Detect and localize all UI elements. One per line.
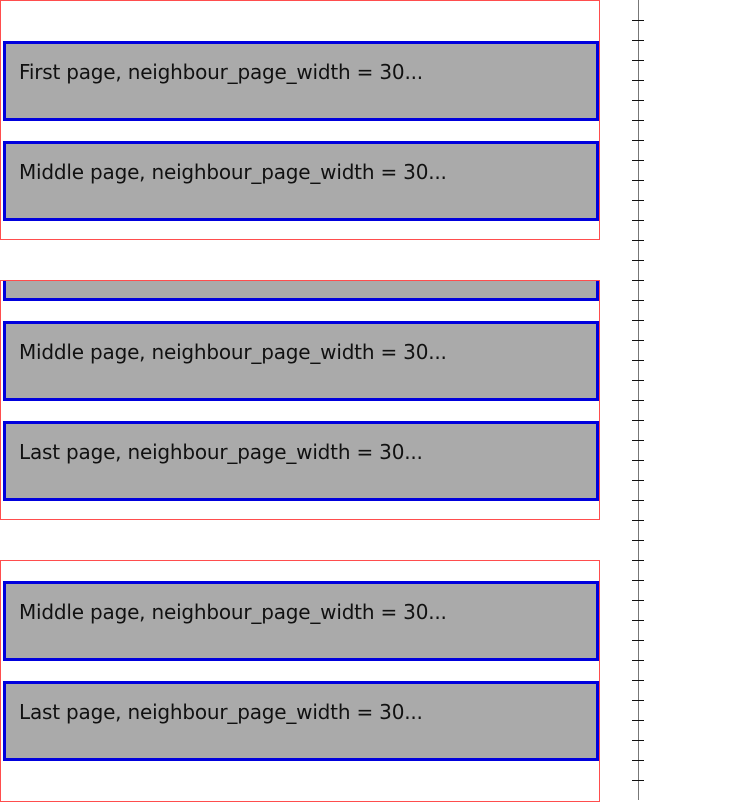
ruler-tick — [632, 300, 644, 301]
ruler-tick — [632, 700, 644, 701]
ruler-tick — [632, 160, 644, 161]
ruler-tick — [632, 180, 644, 181]
ruler-tick — [632, 460, 644, 461]
ruler-tick — [632, 240, 644, 241]
page-card-last[interactable]: Last page, neighbour_page_width = 30... — [3, 681, 599, 761]
ruler-tick — [632, 20, 644, 21]
ruler-tick — [632, 80, 644, 81]
gallery-last[interactable]: Middle page, neighbour_page_width = 30..… — [0, 280, 600, 520]
ruler-tick — [632, 720, 644, 721]
ruler-tick — [632, 680, 644, 681]
page-label: Middle page, neighbour_page_width = 30..… — [19, 340, 447, 364]
ruler-tick — [632, 500, 644, 501]
ruler-tick — [632, 580, 644, 581]
gallery-first[interactable]: First page, neighbour_page_width = 30...… — [0, 0, 600, 240]
page-card-middle[interactable]: Middle page, neighbour_page_width = 30..… — [3, 141, 599, 221]
ruler-tick — [632, 780, 644, 781]
page-label: Middle page, neighbour_page_width = 30..… — [19, 600, 447, 624]
ruler-tick — [632, 220, 644, 221]
ruler-tick — [632, 600, 644, 601]
page-card-middle[interactable]: Middle page, neighbour_page_width = 30..… — [3, 581, 599, 661]
ruler-tick — [632, 40, 644, 41]
page-card-last[interactable]: Last page, neighbour_page_width = 30... — [3, 421, 599, 501]
ruler-tick — [632, 320, 644, 321]
ruler-tick — [632, 140, 644, 141]
page-label: Last page, neighbour_page_width = 30... — [19, 440, 423, 464]
ruler-tick — [632, 480, 644, 481]
ruler-tick — [632, 540, 644, 541]
page-label: Last page, neighbour_page_width = 30... — [19, 700, 423, 724]
ruler-tick — [632, 100, 644, 101]
ruler-tick — [632, 200, 644, 201]
ruler-tick — [632, 120, 644, 121]
ruler-tick — [632, 280, 644, 281]
page-label: Middle page, neighbour_page_width = 30..… — [19, 160, 447, 184]
gallery-last-two[interactable]: Middle page, neighbour_page_width = 30..… — [0, 560, 600, 802]
ruler-tick — [632, 560, 644, 561]
page-label: First page, neighbour_page_width = 30... — [19, 60, 423, 84]
ruler-tick — [632, 420, 644, 421]
ruler-tick — [632, 260, 644, 261]
ruler-tick — [632, 380, 644, 381]
ruler-tick — [632, 400, 644, 401]
ruler-tick — [632, 520, 644, 521]
ruler-tick — [632, 760, 644, 761]
ruler-tick — [632, 440, 644, 441]
ruler-tick — [632, 360, 644, 361]
ruler-tick — [632, 640, 644, 641]
page-card-middle[interactable]: Middle page, neighbour_page_width = 30..… — [3, 321, 599, 401]
ruler-tick — [632, 60, 644, 61]
page-card-first[interactable]: First page, neighbour_page_width = 30... — [3, 41, 599, 121]
ruler-tick — [632, 620, 644, 621]
ruler-tick — [632, 740, 644, 741]
page-card-previous-partial[interactable] — [3, 281, 599, 301]
ruler-tick — [632, 660, 644, 661]
ruler-tick — [632, 340, 644, 341]
